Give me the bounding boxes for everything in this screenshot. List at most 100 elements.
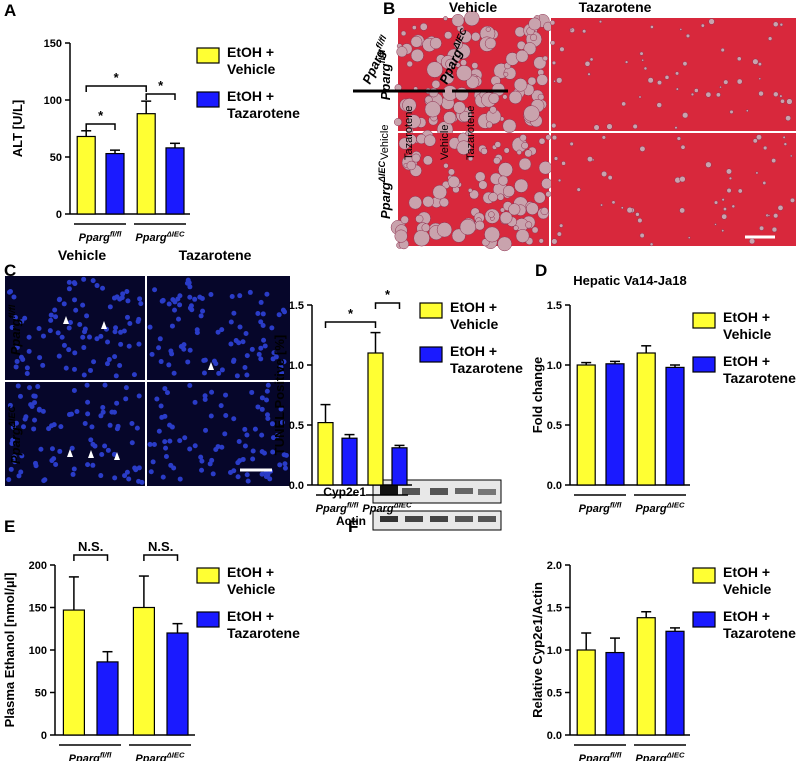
significance-label: * xyxy=(98,108,104,123)
nucleus xyxy=(187,294,193,300)
nucleus xyxy=(18,469,24,475)
row-label-sup: fl/fl xyxy=(7,304,17,318)
vacuole xyxy=(523,42,537,55)
nucleus xyxy=(57,448,63,454)
nucleus xyxy=(218,403,224,409)
nucleus xyxy=(127,321,133,327)
bar xyxy=(96,661,119,736)
nucleus xyxy=(71,466,77,472)
row-label-sup: ΔIEC xyxy=(377,161,387,184)
nucleus xyxy=(223,392,229,398)
vacuole xyxy=(624,60,629,64)
vacuole xyxy=(443,163,449,169)
nucleus xyxy=(8,466,14,472)
nucleus xyxy=(203,427,209,433)
nucleus xyxy=(264,388,270,394)
significance-bracket xyxy=(374,302,401,309)
vacuole xyxy=(415,214,424,223)
nucleus xyxy=(244,432,250,438)
nucleus xyxy=(260,311,266,317)
vacuole xyxy=(559,46,565,52)
nucleus xyxy=(31,393,37,399)
nucleus xyxy=(194,330,200,336)
nucleus xyxy=(24,365,30,371)
vacuole xyxy=(429,37,442,50)
nucleus xyxy=(22,315,28,321)
vacuole xyxy=(785,115,792,122)
nucleus xyxy=(216,370,222,376)
vacuole xyxy=(656,102,662,108)
nucleus xyxy=(172,307,178,313)
nucleus xyxy=(258,299,264,305)
x-tick-label-sup: ΔIEC xyxy=(666,501,685,510)
nucleus xyxy=(120,291,126,297)
nucleus xyxy=(77,322,83,328)
vacuole xyxy=(508,203,521,216)
vacuole xyxy=(442,72,455,85)
nucleus xyxy=(235,474,241,480)
bar xyxy=(341,437,358,486)
nucleus xyxy=(9,324,15,330)
nucleus xyxy=(164,390,170,396)
panel-label: A xyxy=(4,1,16,20)
vacuole xyxy=(551,238,558,245)
nucleus xyxy=(11,294,17,300)
nucleus xyxy=(19,319,25,325)
nucleus xyxy=(209,389,215,395)
vacuole xyxy=(503,147,510,154)
nucleus xyxy=(118,329,124,335)
vacuole xyxy=(600,203,603,207)
nucleus xyxy=(35,384,41,390)
nucleus xyxy=(273,354,279,360)
vacuole xyxy=(587,72,591,76)
nucleus xyxy=(126,476,132,482)
vacuole xyxy=(485,26,491,32)
nucleus xyxy=(150,459,156,465)
nucleus xyxy=(16,473,22,479)
vacuole xyxy=(538,137,546,145)
vacuole xyxy=(497,193,505,201)
nucleus xyxy=(163,445,169,451)
legend-swatch xyxy=(692,567,716,584)
vacuole xyxy=(528,17,542,31)
nucleus xyxy=(282,465,288,471)
vacuole xyxy=(687,236,691,239)
nucleus xyxy=(169,424,175,430)
nucleus xyxy=(166,301,172,307)
bar xyxy=(665,366,685,486)
vacuole xyxy=(556,77,563,84)
vacuole xyxy=(783,142,788,146)
nucleus xyxy=(85,462,91,468)
legend-label: EtOH + Vehicle xyxy=(227,564,276,597)
nucleus xyxy=(211,358,217,364)
nucleus xyxy=(12,459,18,465)
nucleus xyxy=(198,454,204,460)
nucleus xyxy=(207,461,213,467)
nucleus xyxy=(270,449,276,455)
vacuole xyxy=(550,40,556,46)
nucleus xyxy=(240,456,246,462)
vacuole xyxy=(637,217,643,224)
nucleus xyxy=(250,456,256,462)
nucleus xyxy=(87,367,93,373)
nucleus xyxy=(222,431,228,437)
vacuole xyxy=(527,76,537,86)
nucleus xyxy=(192,443,198,449)
vacuole xyxy=(694,88,699,93)
bar xyxy=(605,363,625,486)
nucleus xyxy=(159,298,165,304)
nucleus xyxy=(252,426,258,432)
blot-band xyxy=(405,516,423,522)
nucleus xyxy=(36,406,42,412)
nucleus xyxy=(219,444,225,450)
nucleus xyxy=(117,362,123,368)
nucleus xyxy=(73,307,79,313)
vacuole xyxy=(515,229,530,243)
nucleus xyxy=(147,441,153,447)
vacuole xyxy=(635,212,640,217)
vacuole xyxy=(755,171,759,175)
nucleus xyxy=(167,438,173,444)
vacuole xyxy=(737,188,743,194)
vacuole xyxy=(649,242,654,247)
nucleus xyxy=(181,346,187,352)
